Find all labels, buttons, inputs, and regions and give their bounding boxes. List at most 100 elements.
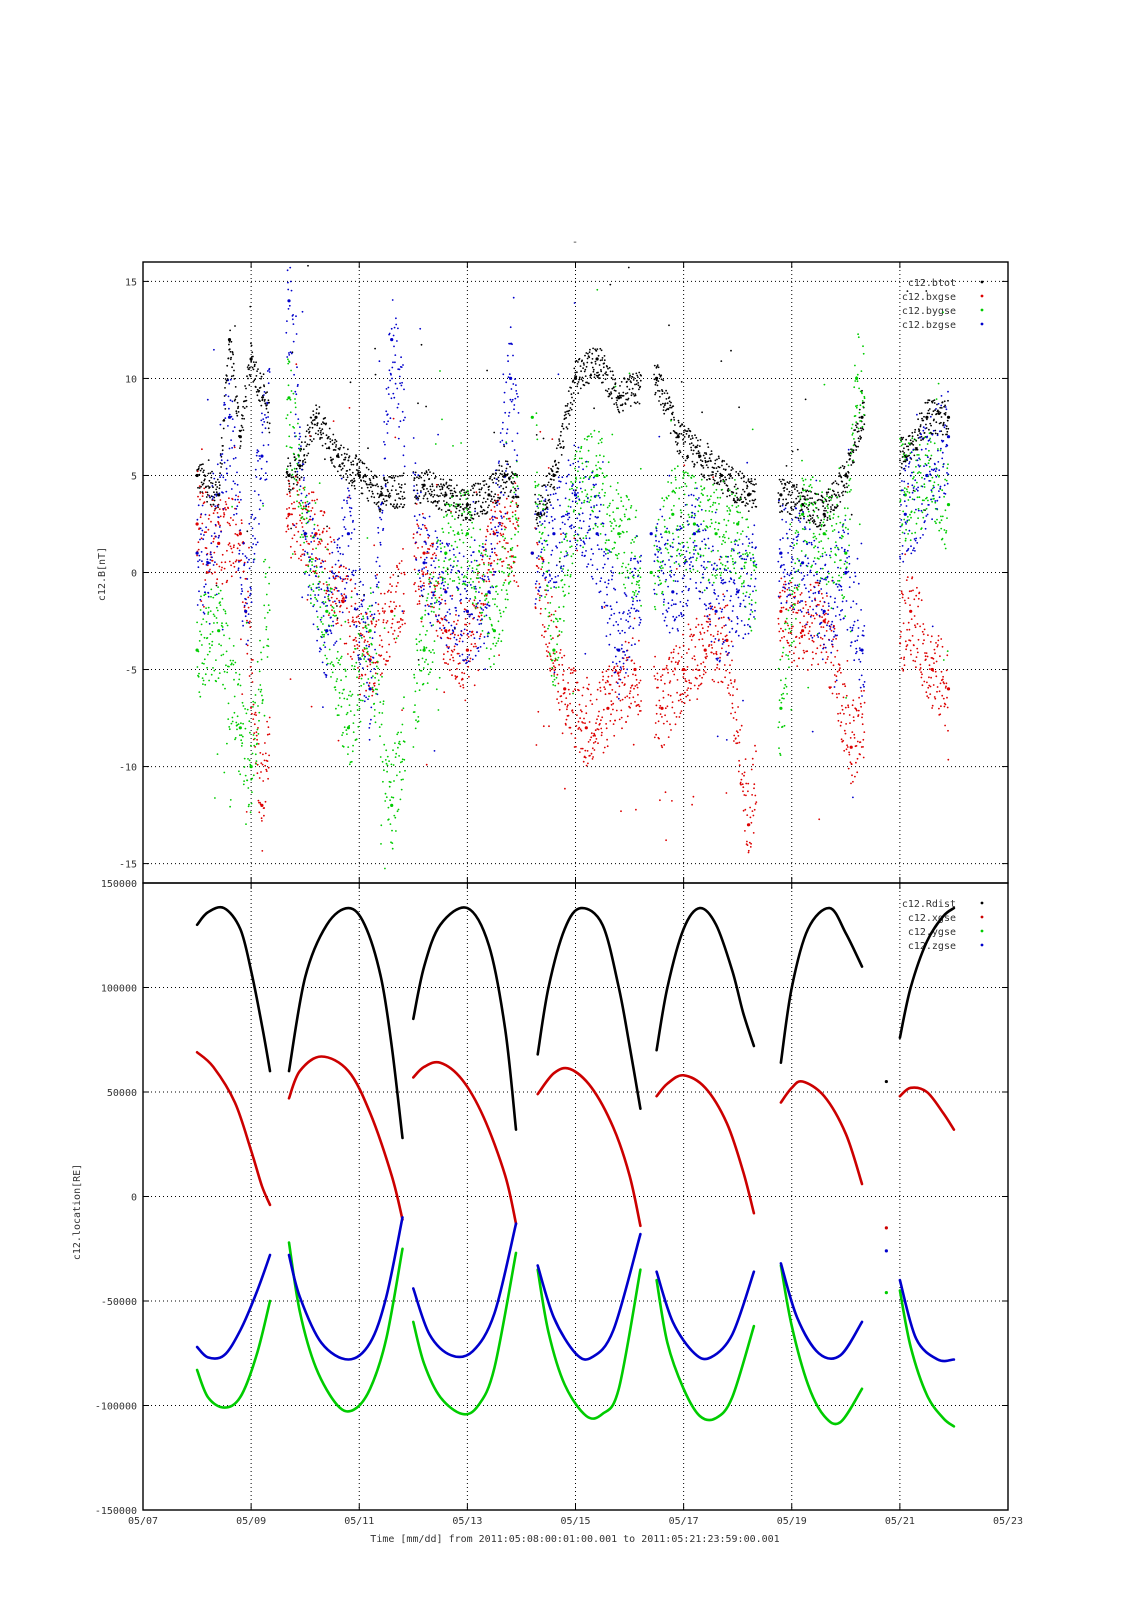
data-point [365,660,367,663]
data-point [205,485,208,488]
data-point [414,582,416,584]
data-point [238,501,241,504]
data-point [204,475,207,477]
data-point [561,656,563,659]
data-point [380,592,382,595]
data-point [400,486,403,489]
data-point [314,596,316,599]
data-point [433,606,435,609]
data-point [317,529,320,531]
data-point [705,653,708,655]
data-point [735,730,738,732]
data-point [320,510,323,512]
data-point [742,790,744,793]
data-point [460,489,463,492]
data-point [790,501,793,504]
data-point [678,660,680,662]
data-point [811,517,814,519]
data-point [778,478,781,481]
data-point [251,752,254,755]
data-point [333,610,336,612]
data-point [610,703,613,706]
data-point [396,774,398,777]
data-point [417,525,420,527]
data-point [617,532,621,536]
data-point [625,398,628,401]
data-point [834,680,837,683]
data-point [577,392,580,395]
data-point [489,477,491,480]
data-point [429,488,432,491]
data-point [844,732,847,735]
data-point [347,753,349,755]
data-point [914,624,916,627]
data-point [350,605,353,607]
data-point [417,573,419,575]
data-point [781,589,784,592]
data-point [620,810,622,813]
data-point [514,510,517,512]
data-point [351,658,353,660]
data-point [421,657,424,660]
data-point [612,378,614,381]
data-point [918,591,921,594]
data-point [942,675,944,678]
data-point [669,406,671,409]
data-point [933,399,936,401]
data-point [658,737,660,740]
data-point [420,556,422,559]
data-point [233,369,235,372]
data-point [609,683,612,686]
data-point [252,700,255,703]
data-point [361,649,364,651]
data-point [482,562,485,564]
data-point [843,712,845,715]
data-point [422,497,425,500]
data-point [811,622,813,624]
data-point [222,445,224,447]
data-point [570,408,573,411]
data-point [337,453,340,455]
data-point [370,495,373,498]
data-point [289,462,292,465]
data-point [659,799,661,802]
data-point [228,665,230,668]
data-point [250,707,253,709]
data-point [550,613,553,616]
data-point [233,695,236,698]
data-point [703,452,706,454]
data-point [734,500,737,503]
data-point [685,430,688,432]
data-point [597,742,599,745]
data-point [603,606,606,608]
data-point [484,543,487,546]
data-point [234,738,236,741]
data-point [680,693,682,696]
data-point [797,609,800,612]
data-point [837,494,840,496]
data-point [469,506,471,509]
data-point [631,684,634,687]
data-point [421,618,423,620]
data-point [294,398,296,400]
data-point [301,553,304,556]
data-point [729,473,732,475]
data-point [607,681,609,683]
data-point [597,354,600,357]
data-point [835,506,838,509]
data-point [342,596,345,599]
data-point [700,682,703,685]
data-point [819,524,821,526]
data-point [234,386,237,388]
data-point [836,649,839,652]
data-point [682,676,685,678]
data-point [415,638,418,640]
data-point [245,405,248,408]
data-point [691,435,693,437]
data-point [465,648,469,652]
data-point [235,410,238,413]
data-point [855,709,858,712]
data-point [423,479,426,482]
data-point [941,401,944,404]
data-point [671,512,675,516]
